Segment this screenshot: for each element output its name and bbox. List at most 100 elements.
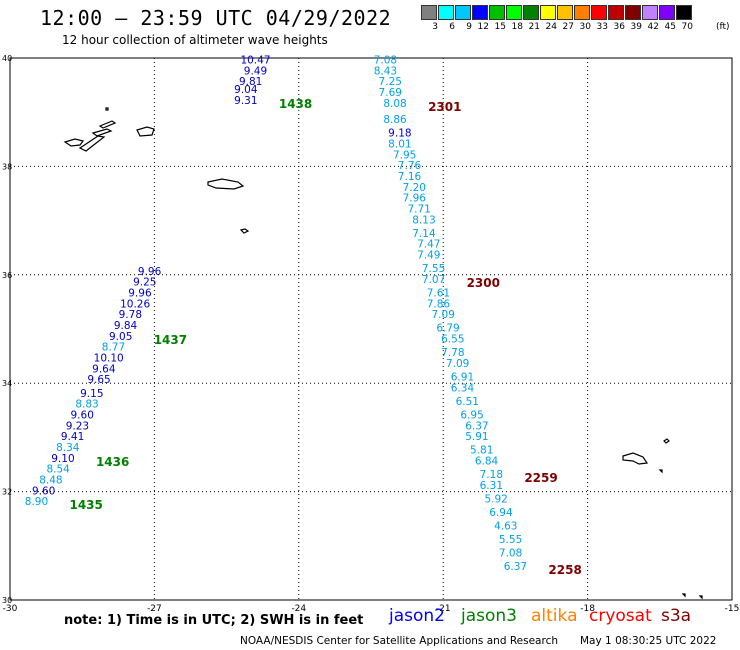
- color-scale-label: 21: [528, 22, 540, 32]
- footer-note: note: 1) Time is in UTC; 2) SWH is in fe…: [64, 613, 364, 628]
- island-outline: [78, 135, 106, 152]
- color-scale-cell: [523, 5, 539, 20]
- island-outline: [136, 126, 155, 137]
- color-scale-cell: [625, 5, 641, 20]
- wave-height-value: 8.43: [374, 65, 397, 77]
- pass-time-label: 2258: [548, 563, 581, 577]
- color-scale-label: 36: [613, 22, 625, 32]
- pass-time-label: 1436: [96, 455, 129, 469]
- wave-height-value: 9.84: [114, 320, 138, 332]
- island-outline: [105, 107, 109, 111]
- wave-height-value: 7.09: [446, 358, 469, 370]
- island-outline: [98, 120, 117, 129]
- wave-height-value: 9.15: [80, 388, 103, 400]
- wave-height-value: 7.55: [422, 263, 445, 275]
- wave-height-value: 9.60: [71, 409, 94, 421]
- wave-height-value: 6.55: [441, 334, 464, 346]
- wave-height-value: 9.18: [388, 128, 411, 140]
- color-scale-cell: [608, 5, 624, 20]
- wave-height-value: 7.16: [398, 171, 422, 183]
- wave-height-value: 8.77: [102, 342, 125, 354]
- wave-height-value: 9.96: [128, 287, 152, 299]
- wave-height-value: 4.63: [494, 521, 517, 533]
- island-outline: [698, 595, 703, 600]
- wave-height-value: 8.34: [56, 442, 80, 454]
- wave-height-value: 7.95: [393, 149, 416, 161]
- generated-timestamp: May 1 08:30:25 UTC 2022: [580, 635, 717, 647]
- island-outline: [207, 178, 245, 190]
- map-frame: [9, 57, 733, 601]
- wave-height-value: 9.41: [61, 431, 84, 443]
- wave-height-value: 8.54: [46, 464, 70, 476]
- y-tick-label: 30: [2, 596, 12, 605]
- wave-height-value: 9.10: [51, 453, 74, 465]
- wave-height-value: 9.65: [87, 374, 110, 386]
- wave-height-value: 9.96: [138, 266, 162, 278]
- wave-height-value: 8.48: [39, 474, 62, 486]
- color-scale-cell: [557, 5, 573, 20]
- color-scale-label: 45: [664, 22, 676, 32]
- wave-height-value: 9.60: [32, 485, 55, 497]
- wave-height-value: 9.05: [109, 331, 132, 343]
- wave-height-value: 7.07: [422, 274, 445, 286]
- color-scale-cell: [489, 5, 505, 20]
- credit-text: NOAA/NESDIS Center for Satellite Applica…: [240, 635, 558, 647]
- color-scale-label: 24: [545, 22, 557, 32]
- pass-time-label: 1438: [279, 97, 312, 111]
- wave-height-value: 6.91: [451, 371, 474, 383]
- wave-height-value: 9.81: [239, 76, 262, 88]
- wave-height-value: 7.14: [412, 228, 436, 240]
- wave-height-value: 9.49: [244, 65, 267, 77]
- wave-height-value: 9.78: [119, 309, 142, 321]
- pass-time-label: 1435: [69, 498, 102, 512]
- color-scale-cell: [506, 5, 522, 20]
- wave-height-value: 7.47: [417, 239, 440, 251]
- color-scale-label: 42: [647, 22, 659, 32]
- wave-height-value: 5.91: [465, 431, 488, 443]
- color-scale-label: 18: [511, 22, 523, 32]
- wave-height-value: 7.49: [417, 250, 440, 262]
- island-outline: [663, 438, 670, 444]
- color-scale-cell: [642, 5, 658, 20]
- wave-height-value: 7.20: [403, 182, 426, 194]
- wave-height-value: 9.31: [234, 95, 257, 107]
- wave-height-value: 6.31: [480, 480, 503, 492]
- color-scale-label: 33: [596, 22, 608, 32]
- color-scale-bar: [421, 5, 693, 20]
- pass-time-label: 2300: [467, 276, 500, 290]
- island-outline: [91, 128, 113, 137]
- x-tick-label: -18: [580, 604, 595, 614]
- y-tick-label: 34: [2, 379, 12, 388]
- wave-height-value: 7.96: [403, 193, 427, 205]
- wave-height-value: 8.86: [383, 114, 407, 126]
- wave-height-value: 8.90: [25, 496, 48, 508]
- wave-height-value: 5.55: [499, 534, 522, 546]
- island-outline: [622, 452, 649, 465]
- wave-height-value: 6.84: [475, 456, 499, 468]
- wave-height-value: 6.37: [465, 420, 488, 432]
- page-title: 12:00 — 23:59 UTC 04/29/2022: [40, 6, 392, 30]
- wave-height-value: 9.23: [66, 420, 89, 432]
- x-tick-label: -24: [291, 604, 306, 614]
- island-outline: [681, 593, 686, 598]
- color-scale-cell: [421, 5, 437, 20]
- color-scale-label: 30: [579, 22, 591, 32]
- wave-height-value: 6.51: [456, 396, 479, 408]
- pass-time-label: 1437: [154, 333, 187, 347]
- wave-height-value: 7.08: [499, 548, 522, 560]
- color-scale-cell: [574, 5, 590, 20]
- island-outline: [239, 228, 250, 234]
- wave-height-value: 10.10: [94, 353, 124, 365]
- x-tick-label: -27: [147, 604, 162, 614]
- wave-height-value: 6.95: [460, 409, 483, 421]
- x-tick-label: -30: [3, 604, 18, 614]
- color-scale-label: 12: [477, 22, 489, 32]
- wave-height-value: 7.09: [432, 309, 455, 321]
- wave-height-value: 7.69: [379, 87, 402, 99]
- island-outline: [658, 469, 663, 474]
- wave-height-value: 6.37: [504, 561, 527, 573]
- wave-height-value: 6.34: [451, 382, 475, 394]
- wave-height-value: 9.25: [133, 277, 156, 289]
- color-scale-cell: [455, 5, 471, 20]
- wave-height-value: 7.78: [441, 347, 464, 359]
